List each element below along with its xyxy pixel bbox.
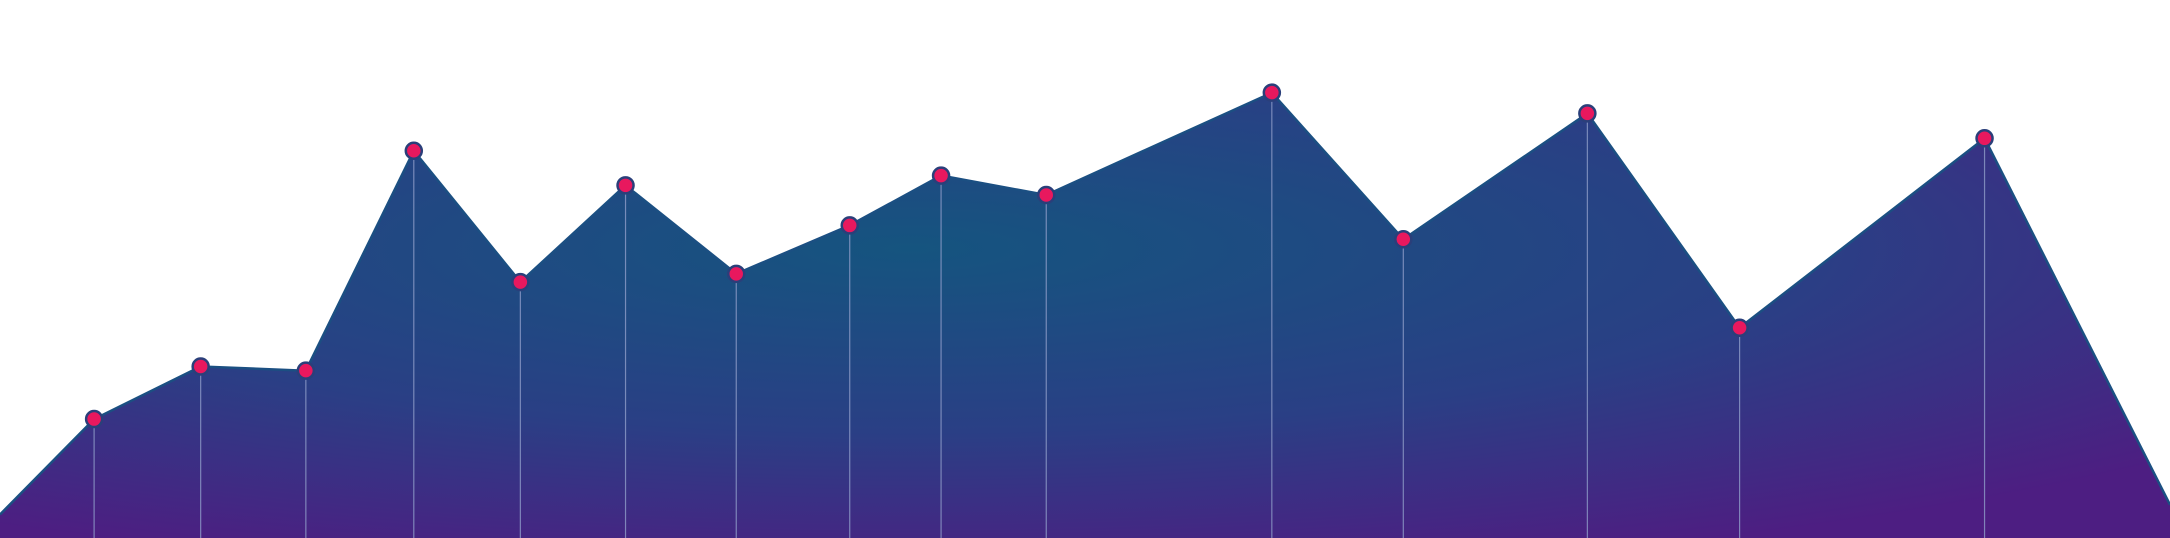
point-marker [931,166,951,185]
point-marker [1730,318,1749,338]
point-marker [511,272,530,292]
point-marker [840,216,859,235]
point-marker [84,409,104,429]
point-marker [1975,129,1994,148]
point-marker [727,264,746,284]
area [0,92,2170,538]
point-marker [404,141,424,161]
point-marker [191,357,210,376]
point-marker [1578,104,1597,123]
point-marker [616,176,635,195]
point-marker [1037,185,1056,205]
point-marker [296,361,316,380]
point-marker [1262,83,1282,102]
point-marker [1394,230,1413,249]
